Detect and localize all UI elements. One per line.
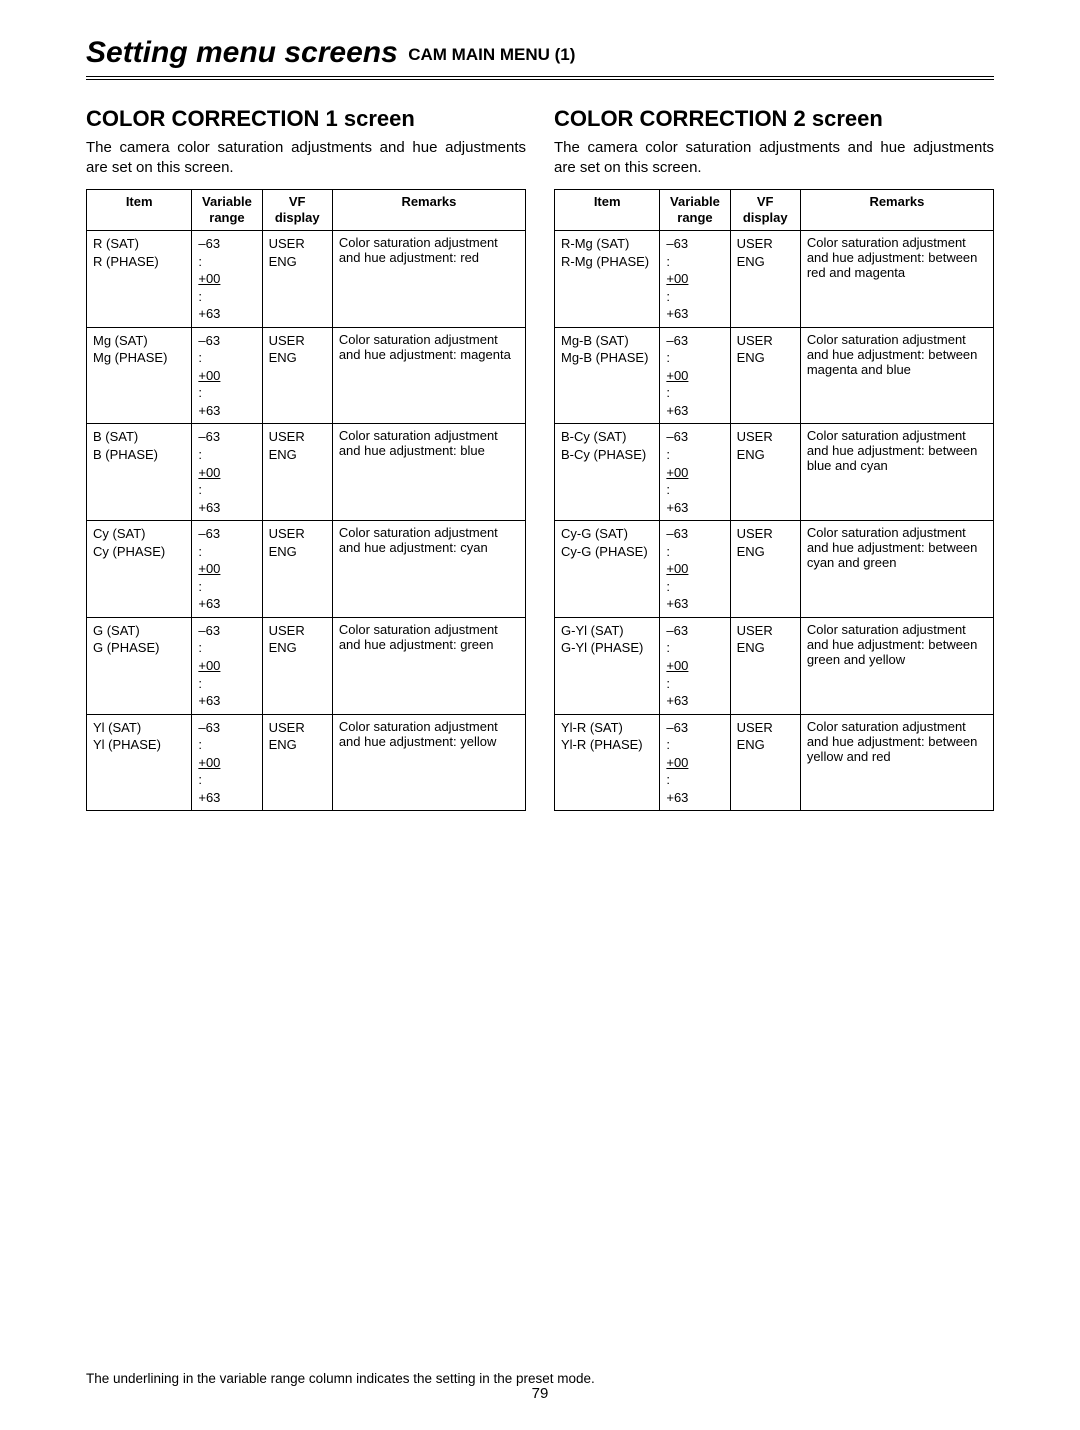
cell-vf: USERENG [262,714,332,811]
cell-range: –63:+00:+63 [660,231,730,328]
table-row: B (SAT)B (PHASE)–63:+00:+63USERENGColor … [87,424,526,521]
cell-vf: USERENG [730,424,800,521]
th-vf: VF display [262,189,332,231]
cell-range: –63:+00:+63 [660,327,730,424]
cell-remarks: Color saturation adjustment and hue adju… [332,521,525,618]
table-row: Yl (SAT)Yl (PHASE)–63:+00:+63USERENGColo… [87,714,526,811]
cell-item: Mg (SAT)Mg (PHASE) [87,327,192,424]
th-item: Item [87,189,192,231]
table-row: Mg (SAT)Mg (PHASE)–63:+00:+63USERENGColo… [87,327,526,424]
section-desc-cc2: The camera color saturation adjustments … [554,138,994,179]
section-heading-cc2: COLOR CORRECTION 2 screen [554,106,994,132]
cell-remarks: Color saturation adjustment and hue adju… [800,521,993,618]
cell-remarks: Color saturation adjustment and hue adju… [332,714,525,811]
cell-vf: USERENG [262,327,332,424]
cell-range: –63:+00:+63 [192,327,262,424]
cell-item: B (SAT)B (PHASE) [87,424,192,521]
cell-remarks: Color saturation adjustment and hue adju… [332,617,525,714]
cell-item: R (SAT)R (PHASE) [87,231,192,328]
cell-remarks: Color saturation adjustment and hue adju… [800,714,993,811]
cell-range: –63:+00:+63 [660,521,730,618]
table-row: Cy (SAT)Cy (PHASE)–63:+00:+63USERENGColo… [87,521,526,618]
cell-vf: USERENG [730,714,800,811]
cell-remarks: Color saturation adjustment and hue adju… [800,617,993,714]
table-row: Cy-G (SAT)Cy-G (PHASE)–63:+00:+63USERENG… [555,521,994,618]
table-header-row: Item Variable range VF display Remarks [87,189,526,231]
cell-item: Mg-B (SAT)Mg-B (PHASE) [555,327,660,424]
page-number: 79 [0,1385,1080,1402]
cell-vf: USERENG [262,617,332,714]
cell-remarks: Color saturation adjustment and hue adju… [332,424,525,521]
table-row: Yl-R (SAT)Yl-R (PHASE)–63:+00:+63USERENG… [555,714,994,811]
cell-range: –63:+00:+63 [192,714,262,811]
cell-remarks: Color saturation adjustment and hue adju… [800,327,993,424]
page: Setting menu screens CAM MAIN MENU (1) C… [0,0,1080,1430]
cell-vf: USERENG [730,521,800,618]
th-range: Variable range [660,189,730,231]
cell-item: Yl-R (SAT)Yl-R (PHASE) [555,714,660,811]
cell-vf: USERENG [730,327,800,424]
table-row: B-Cy (SAT)B-Cy (PHASE)–63:+00:+63USERENG… [555,424,994,521]
cell-vf: USERENG [262,521,332,618]
two-column-layout: COLOR CORRECTION 1 screen The camera col… [86,106,994,811]
cell-vf: USERENG [730,231,800,328]
cell-remarks: Color saturation adjustment and hue adju… [800,424,993,521]
cell-item: Cy (SAT)Cy (PHASE) [87,521,192,618]
cell-remarks: Color saturation adjustment and hue adju… [800,231,993,328]
cell-item: R-Mg (SAT)R-Mg (PHASE) [555,231,660,328]
table-row: G-Yl (SAT)G-Yl (PHASE)–63:+00:+63USERENG… [555,617,994,714]
cell-range: –63:+00:+63 [660,617,730,714]
page-title-main: Setting menu screens [86,36,398,69]
cell-range: –63:+00:+63 [660,714,730,811]
cell-range: –63:+00:+63 [660,424,730,521]
cell-vf: USERENG [262,424,332,521]
section-desc-cc1: The camera color saturation adjustments … [86,138,526,179]
table-row: Mg-B (SAT)Mg-B (PHASE)–63:+00:+63USERENG… [555,327,994,424]
cell-range: –63:+00:+63 [192,521,262,618]
cell-item: G-Yl (SAT)G-Yl (PHASE) [555,617,660,714]
cell-range: –63:+00:+63 [192,617,262,714]
table-cc2: Item Variable range VF display Remarks R… [554,189,994,812]
cell-range: –63:+00:+63 [192,424,262,521]
title-bar: Setting menu screens CAM MAIN MENU (1) [86,36,994,80]
table-header-row: Item Variable range VF display Remarks [555,189,994,231]
cell-remarks: Color saturation adjustment and hue adju… [332,231,525,328]
th-remarks: Remarks [800,189,993,231]
table-row: G (SAT)G (PHASE)–63:+00:+63USERENGColor … [87,617,526,714]
cell-item: Yl (SAT)Yl (PHASE) [87,714,192,811]
table-cc2-body: R-Mg (SAT)R-Mg (PHASE)–63:+00:+63USERENG… [555,231,994,811]
cell-item: B-Cy (SAT)B-Cy (PHASE) [555,424,660,521]
right-column: COLOR CORRECTION 2 screen The camera col… [554,106,994,811]
table-row: R-Mg (SAT)R-Mg (PHASE)–63:+00:+63USERENG… [555,231,994,328]
cell-vf: USERENG [730,617,800,714]
cell-range: –63:+00:+63 [192,231,262,328]
cell-remarks: Color saturation adjustment and hue adju… [332,327,525,424]
cell-item: G (SAT)G (PHASE) [87,617,192,714]
section-heading-cc1: COLOR CORRECTION 1 screen [86,106,526,132]
th-vf: VF display [730,189,800,231]
th-item: Item [555,189,660,231]
th-range: Variable range [192,189,262,231]
cell-item: Cy-G (SAT)Cy-G (PHASE) [555,521,660,618]
cell-vf: USERENG [262,231,332,328]
page-title-sub: CAM MAIN MENU (1) [408,45,575,64]
table-cc1: Item Variable range VF display Remarks R… [86,189,526,812]
table-row: R (SAT)R (PHASE)–63:+00:+63USERENGColor … [87,231,526,328]
table-cc1-body: R (SAT)R (PHASE)–63:+00:+63USERENGColor … [87,231,526,811]
left-column: COLOR CORRECTION 1 screen The camera col… [86,106,526,811]
th-remarks: Remarks [332,189,525,231]
